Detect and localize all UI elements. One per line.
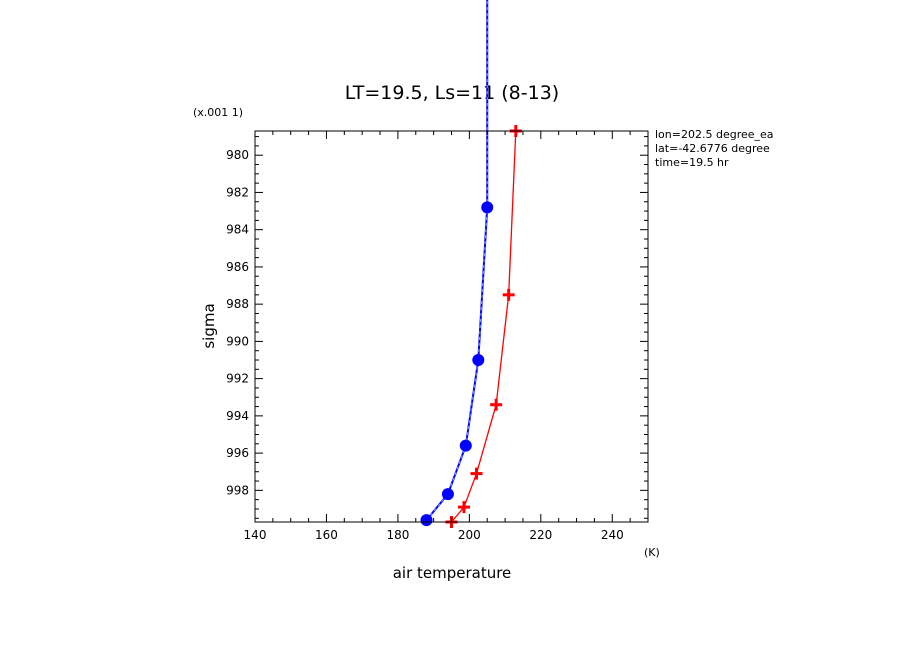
plot-frame	[254, 130, 649, 523]
series-line	[425, 0, 489, 521]
data-point	[502, 288, 515, 301]
x-tick-label: 240	[601, 528, 624, 542]
y-tick-label: 980	[226, 148, 249, 162]
y-tick-label: 988	[226, 297, 249, 311]
data-point	[459, 439, 472, 452]
data-point	[481, 201, 494, 214]
y-tick-label: 990	[226, 334, 249, 348]
tick-labels: 140 160 180 200 220 240 980 982 984 986 988 990 992 9…	[226, 148, 624, 542]
data-point	[458, 501, 471, 514]
x-tick-label: 180	[386, 528, 409, 542]
annotation-block: lon=202.5 degree_ea lat=-42.6776 degree …	[655, 128, 774, 169]
series-dashed-line	[426, 0, 488, 521]
annotation-lat: lat=-42.6776 degree	[655, 142, 770, 155]
annotation-time: time=19.5 hr	[655, 156, 729, 169]
data-point	[441, 488, 454, 501]
y-tick-label: 982	[226, 185, 249, 199]
y-axis-label: sigma	[200, 303, 218, 348]
data-point	[490, 398, 503, 411]
x-tick-label: 160	[315, 528, 338, 542]
axis-ticks	[254, 131, 648, 522]
y-tick-label: 998	[226, 483, 249, 497]
y-tick-label: 996	[226, 446, 249, 460]
x-tick-label: 200	[458, 528, 481, 542]
annotation-lon: lon=202.5 degree_ea	[655, 128, 774, 141]
y-tick-label: 994	[226, 409, 249, 423]
data-point	[472, 354, 485, 367]
y-tick-label: 984	[226, 223, 249, 237]
data-point	[420, 514, 433, 527]
data-point	[470, 467, 483, 480]
chart-title: LT=19.5, Ls=11 (8-13)	[345, 82, 559, 104]
x-tick-label: 140	[244, 528, 267, 542]
x-axis-label: air temperature	[393, 564, 512, 582]
series-line	[451, 130, 517, 523]
y-scale-label: (x.001 1)	[193, 106, 243, 119]
x-unit-label: (K)	[644, 546, 660, 559]
series-layer	[420, 0, 522, 528]
y-tick-label: 986	[226, 260, 249, 274]
x-tick-label: 220	[529, 528, 552, 542]
y-tick-label: 992	[226, 372, 249, 386]
